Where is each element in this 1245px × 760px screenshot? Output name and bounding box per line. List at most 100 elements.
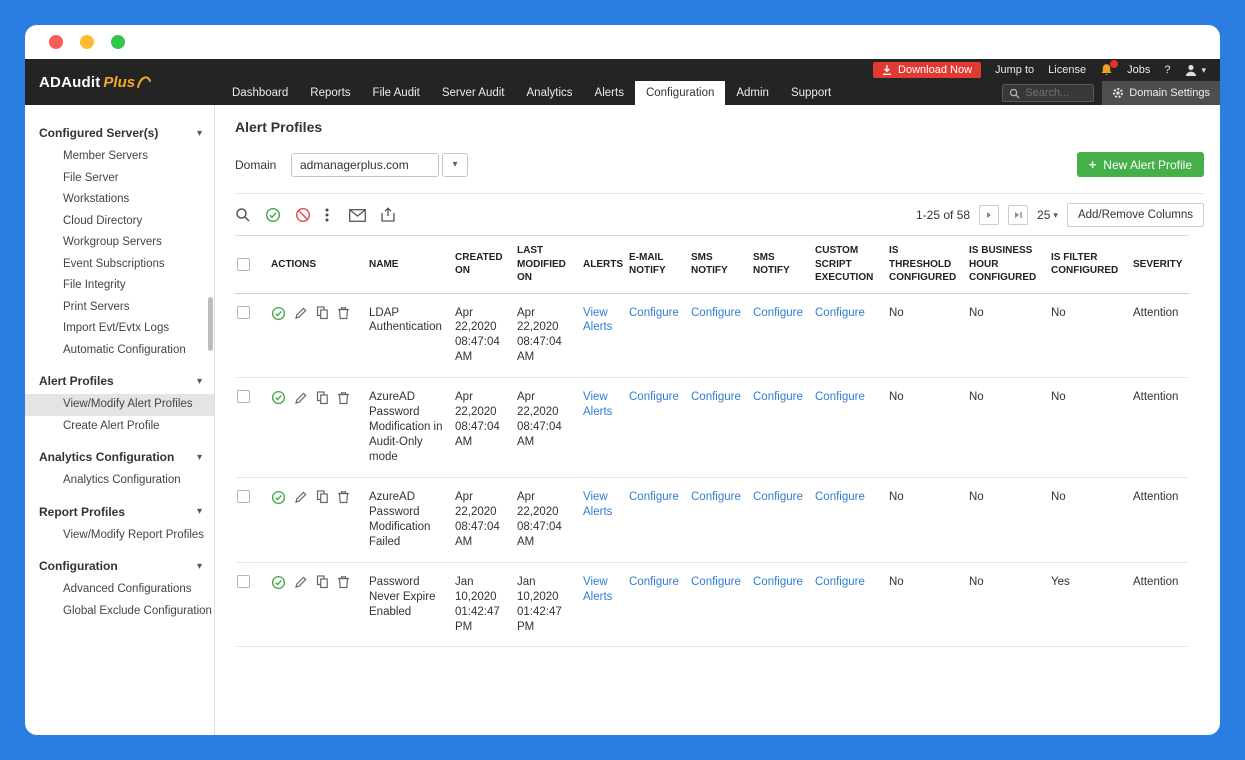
delete-icon[interactable]	[337, 306, 350, 320]
edit-icon[interactable]	[294, 306, 308, 320]
row-checkbox[interactable]	[237, 305, 250, 319]
download-now-button[interactable]: Download Now	[873, 62, 982, 78]
tab-alerts[interactable]: Alerts	[594, 87, 624, 99]
edit-icon[interactable]	[294, 575, 308, 589]
sidebar-item-create-alert-profile[interactable]: Create Alert Profile	[63, 419, 160, 432]
column-header-last-modified-on[interactable]: LAST MODIFIED ON	[515, 235, 581, 294]
email-notify-configure-link[interactable]: Configure	[629, 306, 679, 319]
view-alerts-link[interactable]: View Alerts	[583, 575, 613, 603]
email-notify-configure-link[interactable]: Configure	[629, 490, 679, 503]
sidebar-item-file-integrity[interactable]: File Integrity	[63, 279, 126, 291]
jobs-link[interactable]: Jobs	[1127, 64, 1151, 76]
custom-script-configure-link[interactable]: Configure	[815, 306, 865, 319]
tab-admin[interactable]: Admin	[736, 87, 769, 99]
sidebar-item-workgroup-servers[interactable]: Workgroup Servers	[63, 236, 162, 248]
sidebar-item-event-subscriptions[interactable]: Event Subscriptions	[63, 257, 165, 270]
enable-alert-icon[interactable]	[271, 575, 286, 590]
enable-icon[interactable]	[265, 207, 281, 223]
help-link[interactable]: ?	[1164, 64, 1171, 76]
delete-icon[interactable]	[337, 490, 350, 504]
tab-file-audit[interactable]: File Audit	[372, 87, 420, 99]
enable-alert-icon[interactable]	[271, 306, 286, 321]
sms-notify-configure-link-2[interactable]: Configure	[753, 306, 803, 319]
domain-select[interactable]: admanagerplus.com ▾	[291, 152, 468, 177]
sidebar-item-print-servers[interactable]: Print Servers	[63, 300, 130, 313]
tab-server-audit[interactable]: Server Audit	[441, 87, 505, 99]
tab-analytics[interactable]: Analytics	[526, 87, 573, 99]
column-header-custom-script-execution[interactable]: CUSTOM SCRIPT EXECUTION	[813, 235, 887, 294]
domain-settings-button[interactable]: Domain Settings	[1102, 81, 1220, 105]
email-notify-configure-link[interactable]: Configure	[629, 391, 679, 404]
copy-icon[interactable]	[316, 391, 329, 405]
email-notify-configure-link[interactable]: Configure	[629, 575, 679, 588]
column-header-sms-notify[interactable]: SMS NOTIFY	[689, 235, 751, 294]
column-header-name[interactable]: NAME	[367, 235, 453, 294]
tab-support[interactable]: Support	[790, 87, 832, 99]
copy-icon[interactable]	[316, 575, 329, 589]
minimize-window-button[interactable]	[80, 35, 94, 49]
search-input[interactable]	[1025, 87, 1088, 99]
close-window-button[interactable]	[49, 35, 63, 49]
sidebar-section-configuration[interactable]: Configuration ▾	[25, 553, 214, 579]
jump-to-link[interactable]: Jump to	[995, 64, 1035, 76]
sms-notify-configure-link[interactable]: Configure	[691, 306, 741, 319]
column-header-is-business-hour-configured[interactable]: IS BUSINESS HOUR CONFIGURED	[967, 235, 1049, 294]
disable-icon[interactable]	[295, 207, 311, 223]
next-page-button[interactable]	[979, 205, 1000, 225]
sidebar-section-alert-profiles[interactable]: Alert Profiles ▾	[25, 368, 214, 394]
tab-reports[interactable]: Reports	[310, 87, 351, 99]
column-header-severity[interactable]: SEVERITY	[1131, 235, 1189, 294]
column-header-actions[interactable]: ACTIONS	[269, 235, 367, 294]
sidebar-item-analytics-configuration[interactable]: Analytics Configuration	[63, 474, 181, 486]
sidebar-item-import-evt-evtx-logs[interactable]: Import Evt/Evtx Logs	[63, 322, 170, 334]
column-header-sms-notify[interactable]: SMS NOTIFY	[751, 235, 813, 294]
custom-script-configure-link[interactable]: Configure	[815, 391, 865, 404]
column-header-created-on[interactable]: CREATED ON	[453, 235, 515, 294]
copy-icon[interactable]	[316, 490, 329, 504]
enable-alert-icon[interactable]	[271, 390, 286, 405]
tab-dashboard[interactable]: Dashboard	[232, 87, 289, 99]
email-icon[interactable]	[349, 208, 366, 222]
sms-notify-configure-link-2[interactable]: Configure	[753, 575, 803, 588]
column-header-e-mail-notify[interactable]: E-MAIL NOTIFY	[627, 235, 689, 294]
sidebar-item-member-servers[interactable]: Member Servers	[63, 150, 148, 162]
notifications-button[interactable]	[1100, 60, 1119, 77]
custom-script-configure-link[interactable]: Configure	[815, 490, 865, 503]
sidebar-item-view-modify-alert-profiles[interactable]: View/Modify Alert Profiles	[25, 394, 214, 416]
row-checkbox[interactable]	[237, 574, 250, 588]
tab-configuration[interactable]: Configuration	[634, 81, 726, 105]
sms-notify-configure-link-2[interactable]: Configure	[753, 391, 803, 404]
license-link[interactable]: License	[1048, 64, 1087, 76]
sms-notify-configure-link[interactable]: Configure	[691, 391, 741, 404]
sidebar-item-automatic-configuration[interactable]: Automatic Configuration	[63, 343, 186, 356]
sidebar-section-analytics-configuration[interactable]: Analytics Configuration ▾	[25, 444, 214, 470]
edit-icon[interactable]	[294, 490, 308, 504]
sidebar-section-report-profiles[interactable]: Report Profiles ▾	[25, 499, 214, 525]
last-page-button[interactable]	[1008, 205, 1029, 225]
copy-icon[interactable]	[316, 306, 329, 320]
column-header-is-filter-configured[interactable]: IS FILTER CONFIGURED	[1049, 235, 1131, 294]
edit-icon[interactable]	[294, 391, 308, 405]
user-menu-button[interactable]: ▾	[1184, 63, 1206, 77]
enable-alert-icon[interactable]	[271, 490, 286, 505]
nav-search[interactable]	[1002, 84, 1095, 102]
domain-select-arrow-button[interactable]: ▾	[442, 152, 468, 177]
custom-script-configure-link[interactable]: Configure	[815, 575, 865, 588]
sidebar-item-advanced-configurations[interactable]: Advanced Configurations	[63, 583, 192, 595]
add-remove-columns-button[interactable]: Add/Remove Columns	[1066, 203, 1204, 227]
view-alerts-link[interactable]: View Alerts	[583, 490, 613, 518]
sidebar-item-view-modify-report-profiles[interactable]: View/Modify Report Profiles	[63, 528, 205, 541]
column-header-alerts[interactable]: ALERTS	[581, 235, 627, 294]
view-alerts-link[interactable]: View Alerts	[583, 391, 613, 419]
sms-notify-configure-link[interactable]: Configure	[691, 490, 741, 503]
sidebar-scrollbar[interactable]	[208, 297, 213, 351]
export-icon[interactable]	[380, 207, 396, 223]
sidebar-item-workstations[interactable]: Workstations	[63, 193, 130, 205]
page-size-dropdown[interactable]: 25 ▾	[1037, 208, 1058, 222]
view-alerts-link[interactable]: View Alerts	[583, 306, 613, 334]
sms-notify-configure-link[interactable]: Configure	[691, 575, 741, 588]
row-checkbox[interactable]	[237, 390, 250, 404]
select-all-checkbox[interactable]	[237, 257, 250, 271]
row-checkbox[interactable]	[237, 489, 250, 503]
sidebar-item-cloud-directory[interactable]: Cloud Directory	[63, 214, 143, 227]
